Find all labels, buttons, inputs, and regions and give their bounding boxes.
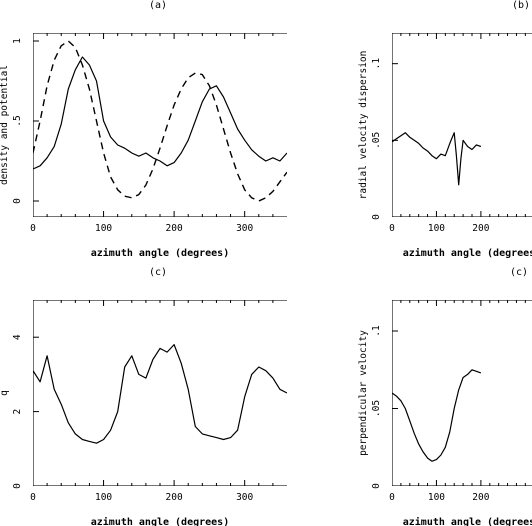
chart-panel-1: (a) azimuth angle (degrees) density and po… xyxy=(0,0,287,259)
chart-title: (c) xyxy=(510,267,528,278)
chart-title: (a) xyxy=(149,0,167,11)
x-tick-label: 0 xyxy=(389,223,395,234)
plot-frame xyxy=(392,33,532,217)
series-2-line xyxy=(33,40,287,202)
series-1-line xyxy=(392,369,482,462)
y-tick-label: 1 xyxy=(12,38,23,44)
plot-frame xyxy=(33,300,287,486)
series-1-line xyxy=(392,132,482,186)
x-axis-label: azimuth angle (degrees) xyxy=(91,516,229,526)
chart-title: (c) xyxy=(149,267,167,278)
y-tick-label: .05 xyxy=(371,400,382,417)
x-tick-label: 0 xyxy=(30,492,36,503)
x-tick-label: 300 xyxy=(236,492,253,503)
x-tick-label: 200 xyxy=(472,492,489,503)
y-tick-label: .5 xyxy=(12,115,23,126)
y-tick-label: 0 xyxy=(12,198,23,204)
x-tick-label: 100 xyxy=(95,223,112,234)
y-tick-label: .1 xyxy=(371,325,382,337)
y-axis-label: density and potential xyxy=(0,65,10,185)
y-tick-label: .05 xyxy=(371,132,382,149)
y-axis-label: q xyxy=(0,390,10,396)
series-1-line xyxy=(33,56,287,170)
x-tick-label: 100 xyxy=(428,223,445,234)
plot-frame xyxy=(33,33,287,217)
x-tick-label: 200 xyxy=(166,492,183,503)
y-tick-label: 0 xyxy=(371,483,382,489)
series-1-line xyxy=(33,344,287,444)
y-tick-label: 0 xyxy=(12,483,23,489)
x-tick-label: 200 xyxy=(472,223,489,234)
chart-panel-3: (c) azimuth angle (degrees) q 0 100 200 300 0 2 4 xyxy=(0,267,287,526)
x-axis-label: azimuth angle (degrees) xyxy=(91,247,229,259)
x-tick-label: 0 xyxy=(30,223,36,234)
chart-panel-4: (c) azimuth angle (degrees) perpendicular … xyxy=(358,267,532,526)
x-axis-label: azimuth angle (degrees) xyxy=(403,247,532,259)
x-tick-label: 100 xyxy=(428,492,445,503)
y-tick-label: 2 xyxy=(12,409,23,415)
y-tick-label: 0 xyxy=(371,214,382,220)
chart-title: (b) xyxy=(512,0,530,11)
plot-frame xyxy=(392,300,532,486)
x-tick-label: 100 xyxy=(95,492,112,503)
y-tick-label: .1 xyxy=(371,58,382,70)
x-tick-label: 0 xyxy=(389,492,395,503)
y-axis-label: radial velocity dispersion xyxy=(358,51,369,200)
y-tick-label: 4 xyxy=(12,334,23,340)
x-tick-label: 200 xyxy=(166,223,183,234)
x-tick-label: 300 xyxy=(236,223,253,234)
y-axis-label: perpendicular velocity xyxy=(358,330,369,456)
chart-panel-2: (b) azimuth angle (degrees) radial velocit… xyxy=(358,0,532,259)
x-axis-label: azimuth angle (degrees) xyxy=(403,516,532,526)
